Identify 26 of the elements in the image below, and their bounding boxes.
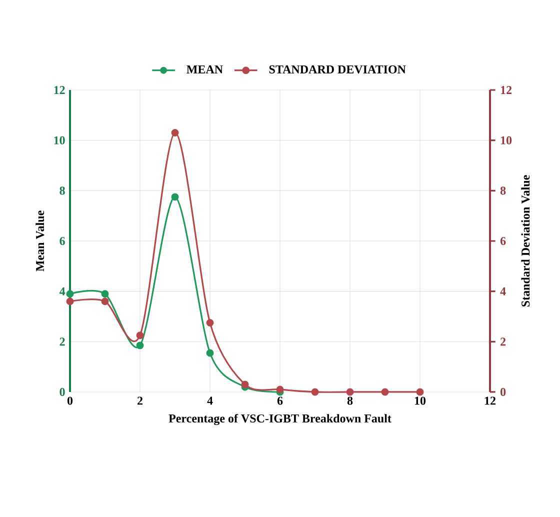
y2-tick-label: 8 bbox=[500, 186, 506, 195]
x-axis-title: Percentage of VSC-IGBT Breakdown Fault bbox=[168, 414, 392, 426]
x-tick-label: 12 bbox=[484, 396, 496, 405]
y2-tick-label: 0 bbox=[500, 388, 506, 396]
x-tick-label: 6 bbox=[277, 396, 283, 405]
y2-tick-label: 2 bbox=[500, 338, 506, 346]
y2-tick-label: 12 bbox=[501, 86, 512, 94]
y-tick-label: 4 bbox=[59, 287, 66, 296]
y-tick-label: 10 bbox=[54, 136, 65, 144]
y2-tick-label: 4 bbox=[500, 287, 506, 296]
y-tick-label: 6 bbox=[60, 236, 65, 246]
y-axis-title: Mean Value bbox=[36, 210, 44, 272]
x-tick-label: 8 bbox=[347, 396, 353, 405]
x-tick-label: 10 bbox=[414, 396, 426, 405]
y2-tick-label: 6 bbox=[500, 236, 506, 246]
y-tick-label: 12 bbox=[54, 86, 65, 94]
x-tick-label: 0 bbox=[67, 396, 73, 405]
y-tick-label: 8 bbox=[60, 186, 65, 195]
x-tick-label: 4 bbox=[207, 396, 213, 405]
legend-label: MEAN bbox=[186, 65, 223, 74]
y2-axis-title: Standard Deviation Value bbox=[521, 175, 530, 306]
legend-label: STANDARD DEVIATION bbox=[269, 65, 406, 74]
y-tick-label: 0 bbox=[60, 388, 65, 396]
y2-tick-label: 10 bbox=[501, 136, 512, 144]
x-tick-label: 2 bbox=[138, 396, 142, 405]
y-tick-label: 2 bbox=[60, 338, 65, 346]
